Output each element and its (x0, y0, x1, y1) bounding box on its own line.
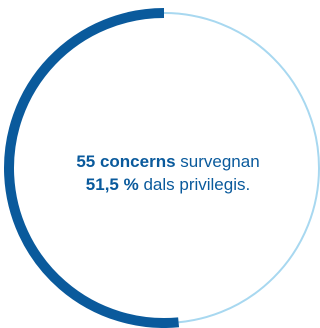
annotation-text-2: dals privilegis. (143, 175, 251, 194)
privilege-percent: 51,5 % (85, 175, 139, 194)
concerns-count: 55 concerns (76, 152, 176, 171)
annotation-line-2: 51,5 % dals privilegis. (0, 173, 320, 196)
center-annotation: 55 concerns survegnan 51,5 % dals privil… (0, 150, 320, 196)
annotation-line-1: 55 concerns survegnan (0, 150, 320, 173)
privilege-share-arc (4, 8, 180, 328)
annotation-text-1: survegnan (180, 152, 260, 171)
